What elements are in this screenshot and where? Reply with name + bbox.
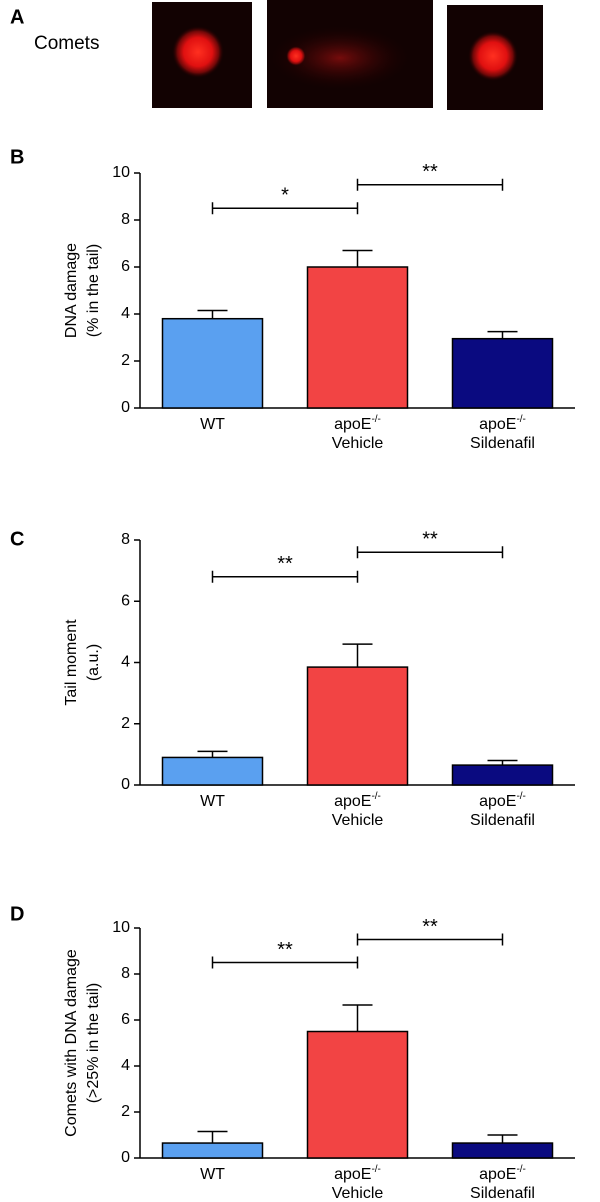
significance-label: ** <box>277 553 293 575</box>
error-bar <box>487 1134 518 1144</box>
x-tick-label: apoE-/- <box>334 414 381 434</box>
panel-label: B <box>10 146 24 168</box>
category-name: WT <box>200 1166 225 1183</box>
comet-image <box>267 0 433 108</box>
bar <box>451 1142 554 1159</box>
panel-label: C <box>10 528 24 550</box>
y-tick-label: 4 <box>121 305 130 322</box>
significance-bracket: ** <box>356 529 504 559</box>
x-tick-label: apoE-/- <box>334 791 381 811</box>
comet-image <box>152 2 252 108</box>
error-bar <box>342 1004 373 1032</box>
bar <box>161 317 264 409</box>
y-axis-label: DNA damage <box>63 243 80 338</box>
x-tick-sublabel: Sildenafil <box>470 1185 535 1202</box>
category-name: apoE <box>334 416 371 433</box>
significance-label: * <box>281 185 289 207</box>
y-tick-label: 4 <box>121 1057 130 1074</box>
y-axis-label: (% in the tail) <box>85 244 102 337</box>
y-tick-label: 6 <box>121 1011 130 1028</box>
significance-label: ** <box>422 916 438 938</box>
error-bar <box>197 309 228 319</box>
panel-label: D <box>10 903 24 925</box>
panel-title: Comets <box>34 33 99 54</box>
x-tick-label: apoE-/- <box>479 1164 526 1184</box>
y-tick-label: 0 <box>121 1149 130 1166</box>
y-axis-label: (>25% in the tail) <box>85 983 102 1104</box>
error-bar <box>487 330 518 339</box>
bar <box>451 337 554 409</box>
category-superscript: -/- <box>516 791 525 802</box>
category-name: apoE <box>479 416 516 433</box>
y-tick-label: 8 <box>121 531 130 548</box>
category-name: apoE <box>479 1166 516 1183</box>
panel-label: A <box>10 6 24 28</box>
bar <box>161 756 264 786</box>
y-tick-label: 4 <box>121 654 130 671</box>
x-tick-label: apoE-/- <box>479 414 526 434</box>
bar <box>306 266 409 409</box>
y-tick-label: 0 <box>121 776 130 793</box>
x-tick-sublabel: Sildenafil <box>470 812 535 829</box>
significance-bracket: ** <box>211 939 359 969</box>
x-tick-sublabel: Vehicle <box>332 812 384 829</box>
y-axis-label: (a.u.) <box>85 644 102 681</box>
category-name: apoE <box>334 1166 371 1183</box>
error-bar <box>197 750 228 758</box>
y-tick-label: 10 <box>112 919 130 936</box>
x-tick-label: WT <box>200 793 225 810</box>
error-bar <box>342 249 373 267</box>
significance-label: ** <box>422 161 438 183</box>
category-superscript: -/- <box>371 414 380 425</box>
significance-bracket: * <box>211 185 359 215</box>
x-tick-label: WT <box>200 416 225 433</box>
category-superscript: -/- <box>516 414 525 425</box>
error-bar <box>197 1130 228 1144</box>
y-tick-label: 6 <box>121 592 130 609</box>
y-tick-label: 8 <box>121 211 130 228</box>
category-superscript: -/- <box>516 1164 525 1175</box>
category-name: apoE <box>334 793 371 810</box>
significance-bracket: ** <box>356 916 504 946</box>
y-tick-label: 2 <box>121 352 130 369</box>
x-tick-label: apoE-/- <box>334 1164 381 1184</box>
y-tick-label: 0 <box>121 399 130 416</box>
y-tick-label: 8 <box>121 965 130 982</box>
y-axis-label: Comets with DNA damage <box>63 949 80 1137</box>
x-tick-sublabel: Vehicle <box>332 435 384 452</box>
category-superscript: -/- <box>371 1164 380 1175</box>
y-tick-label: 10 <box>112 164 130 181</box>
significance-bracket: ** <box>211 553 359 583</box>
y-tick-label: 2 <box>121 715 130 732</box>
significance-bracket: ** <box>356 161 504 191</box>
comet-image <box>447 5 543 110</box>
error-bar <box>487 759 518 766</box>
category-superscript: -/- <box>371 791 380 802</box>
category-name: WT <box>200 416 225 433</box>
y-tick-label: 6 <box>121 258 130 275</box>
significance-label: ** <box>277 939 293 961</box>
bar <box>451 764 554 786</box>
significance-label: ** <box>422 529 438 551</box>
category-name: apoE <box>479 793 516 810</box>
y-tick-label: 2 <box>121 1103 130 1120</box>
bar <box>161 1142 264 1159</box>
x-tick-label: apoE-/- <box>479 791 526 811</box>
bar <box>306 666 409 786</box>
error-bar <box>342 643 373 668</box>
x-tick-sublabel: Sildenafil <box>470 435 535 452</box>
bar <box>306 1030 409 1159</box>
x-tick-sublabel: Vehicle <box>332 1185 384 1202</box>
category-name: WT <box>200 793 225 810</box>
y-axis-label: Tail moment <box>63 619 80 706</box>
x-tick-label: WT <box>200 1166 225 1183</box>
